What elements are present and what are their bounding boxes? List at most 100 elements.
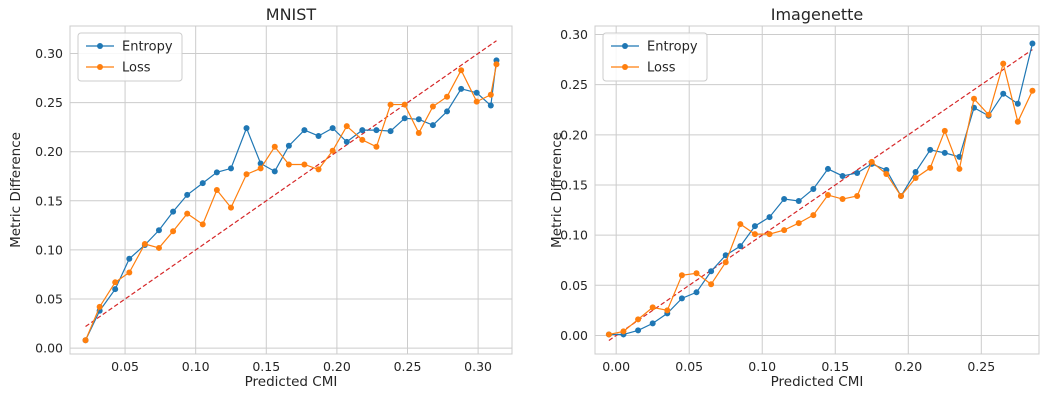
legend-marker-entropy — [622, 43, 628, 49]
data-point-entropy — [444, 108, 451, 115]
data-point-entropy — [839, 172, 846, 179]
data-point-loss — [620, 328, 627, 335]
data-point-entropy — [912, 168, 919, 175]
x-tick-label: 0.25 — [967, 359, 995, 374]
chart-panel-imagenette: 0.00 0.05 0.10 0.15 0.20 0.25 0.00 0.05 0.10 0.15… — [549, 5, 1040, 390]
plot-frame — [69, 25, 513, 355]
x-tick-label: 0.15 — [252, 359, 280, 374]
data-point-loss — [956, 165, 963, 172]
data-point-entropy — [301, 127, 308, 134]
data-point-entropy — [359, 127, 366, 134]
data-point-entropy — [329, 125, 336, 132]
data-point-entropy — [343, 138, 350, 145]
data-point-loss — [781, 227, 788, 234]
data-point-loss — [795, 220, 802, 227]
data-point-entropy — [112, 286, 119, 293]
data-point-loss — [605, 331, 612, 338]
data-point-loss — [184, 210, 191, 217]
legend-label-entropy: Entropy — [647, 40, 698, 55]
data-point-loss — [635, 316, 642, 323]
data-point-loss — [649, 304, 656, 311]
reference-diagonal-line — [608, 49, 1033, 341]
data-point-entropy — [956, 153, 963, 160]
data-point-loss — [343, 123, 350, 130]
data-point-loss — [155, 244, 162, 251]
chart-title: Imagenette — [771, 5, 863, 24]
series-group — [82, 57, 500, 344]
data-point-loss — [401, 101, 408, 108]
legend-box — [77, 32, 183, 82]
data-point-loss — [927, 164, 934, 171]
legend: Entropy Loss — [602, 32, 708, 82]
data-point-loss — [373, 143, 380, 150]
y-tick-label: 0.30 — [35, 46, 63, 61]
data-point-loss — [227, 204, 234, 211]
y-tick-label: 0.00 — [560, 328, 588, 343]
data-point-loss — [839, 196, 846, 203]
data-point-loss — [708, 281, 715, 288]
x-tick-label: 0.05 — [111, 359, 139, 374]
y-tick-label: 0.20 — [560, 127, 588, 142]
data-point-loss — [315, 166, 322, 173]
gridlines — [70, 26, 512, 354]
data-point-entropy — [927, 146, 934, 153]
tick-labels: 0.00 0.05 0.10 0.15 0.20 0.25 0.00 0.05 0.10 0.15… — [560, 27, 995, 374]
data-point-entropy — [271, 168, 278, 175]
data-point-entropy — [795, 198, 802, 205]
data-point-loss — [473, 98, 480, 105]
chart-title: MNIST — [266, 5, 317, 24]
data-point-entropy — [155, 227, 162, 234]
data-point-loss — [824, 192, 831, 199]
y-tick-label: 0.10 — [35, 242, 63, 257]
data-point-loss — [271, 143, 278, 150]
y-tick-label: 0.15 — [560, 177, 588, 192]
data-point-entropy — [315, 132, 322, 139]
data-point-entropy — [854, 169, 861, 176]
y-tick-label: 0.25 — [35, 95, 63, 110]
x-tick-label: 0.10 — [748, 359, 776, 374]
data-point-loss — [810, 212, 817, 219]
data-point-entropy — [766, 214, 773, 221]
data-point-entropy — [941, 149, 948, 156]
data-point-loss — [737, 221, 744, 228]
reference-line-group — [608, 49, 1033, 341]
data-point-loss — [693, 270, 700, 277]
data-point-loss — [387, 101, 394, 108]
x-axis-label: Predicted CMI — [771, 374, 864, 390]
y-tick-label: 0.00 — [35, 341, 63, 356]
data-point-entropy — [199, 180, 206, 187]
data-point-loss — [883, 170, 890, 177]
data-point-entropy — [257, 160, 264, 167]
data-point-loss — [444, 93, 451, 100]
legend-marker-loss — [622, 64, 628, 70]
data-point-entropy — [285, 142, 292, 149]
legend-label-loss: Loss — [122, 61, 151, 76]
data-point-entropy — [1029, 40, 1036, 47]
data-point-loss — [751, 231, 758, 238]
data-point-loss — [458, 67, 465, 74]
data-point-entropy — [473, 89, 480, 96]
data-point-loss — [678, 272, 685, 279]
tick-labels: 0.05 0.10 0.15 0.20 0.25 0.30 0.00 0.05 0.10 0.15… — [35, 46, 492, 374]
data-point-loss — [854, 193, 861, 200]
legend-label-loss: Loss — [647, 61, 676, 76]
series-line-entropy — [608, 43, 1034, 336]
legend-label-entropy: Entropy — [122, 40, 173, 55]
y-tick-label: 0.30 — [560, 27, 588, 42]
legend-marker-loss — [97, 64, 103, 70]
x-tick-label: 0.15 — [821, 359, 849, 374]
data-point-loss — [868, 158, 875, 165]
data-point-loss — [1029, 87, 1036, 94]
data-point-entropy — [1000, 90, 1007, 97]
series-group — [605, 40, 1036, 338]
y-tick-label: 0.20 — [35, 144, 63, 159]
x-tick-label: 0.10 — [182, 359, 210, 374]
legend-marker-entropy — [97, 43, 103, 49]
data-point-loss — [664, 307, 671, 314]
data-point-entropy — [401, 115, 408, 122]
data-point-loss — [359, 136, 366, 143]
data-point-loss — [429, 103, 436, 110]
x-tick-label: 0.30 — [464, 359, 492, 374]
series-line-entropy — [84, 60, 498, 341]
